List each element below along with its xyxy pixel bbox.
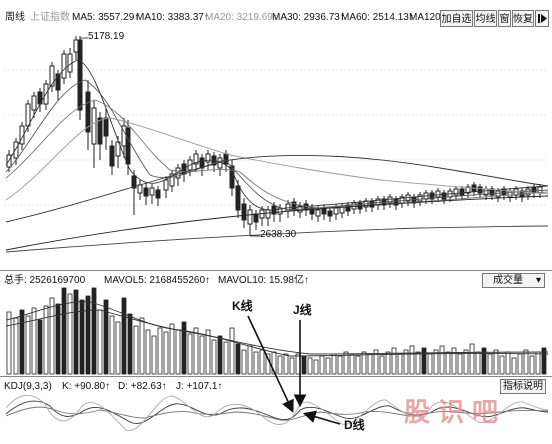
moving-average-lines [5, 59, 549, 253]
volume-ma-lines [5, 301, 549, 357]
total-hands-label: 总手: 2526169700 [4, 275, 86, 286]
kdj-k-value: K: +90.80↑ [62, 381, 111, 392]
ma20-legend: MA20: 3219.69↑ [205, 12, 278, 23]
kdj-title: KDJ(9,3,3) [4, 381, 52, 392]
indicator-help-button[interactable]: 指标说明 [500, 379, 546, 394]
next-arrow-button[interactable] [535, 10, 549, 27]
volume-chart [5, 287, 549, 375]
kdj-d-value: D: +82.63↑ [118, 381, 167, 392]
indicator-select-value: 成交量 [493, 275, 523, 286]
mavol10-label: MAVOL10: 15.98亿↑ [218, 275, 309, 286]
add-watchlist-button[interactable]: 加自选 [440, 10, 473, 27]
high-price-label: 5178.19 [88, 31, 125, 42]
ma30-legend: MA30: 2936.73↑ [272, 12, 345, 23]
ma10-legend: MA10: 3383.37↑ [136, 12, 209, 23]
price-chart [4, 36, 549, 253]
period-label: 周线 [5, 12, 25, 23]
low-price-label: 2638.30 [260, 229, 297, 240]
j-line-annotation: J线 [293, 303, 312, 317]
watermark: 股识吧 [404, 398, 507, 428]
chevron-down-icon: ▾ [535, 275, 541, 286]
equal-line-button[interactable]: 均线 [474, 10, 497, 27]
indicator-select[interactable]: 成交量 ▾ [482, 273, 545, 288]
kdj-j-value: J: +107.1↑ [176, 381, 223, 392]
kdj-j-line [5, 394, 549, 431]
window-button[interactable]: 窗 [498, 10, 511, 27]
ma60-legend: MA60: 2514.13↑ [341, 12, 414, 23]
panel-divider-volume [0, 270, 552, 271]
k-line-annotation: K线 [232, 299, 253, 313]
d-line-annotation: D线 [344, 418, 365, 432]
index-name: 上证指数 [30, 12, 70, 23]
restore-button[interactable]: 恢复 [512, 10, 534, 27]
kdj-chart [5, 394, 549, 431]
ma5-legend: MA5: 3557.29↑ [72, 12, 140, 23]
kdj-d-line [5, 406, 549, 421]
volume-bars [6, 287, 547, 375]
ma120-legend: MA120 [409, 12, 441, 23]
mavol5-label: MAVOL5: 2168455260↑ [104, 275, 211, 286]
kdj-k-line [5, 400, 549, 425]
play-arrow-icon [538, 14, 547, 23]
